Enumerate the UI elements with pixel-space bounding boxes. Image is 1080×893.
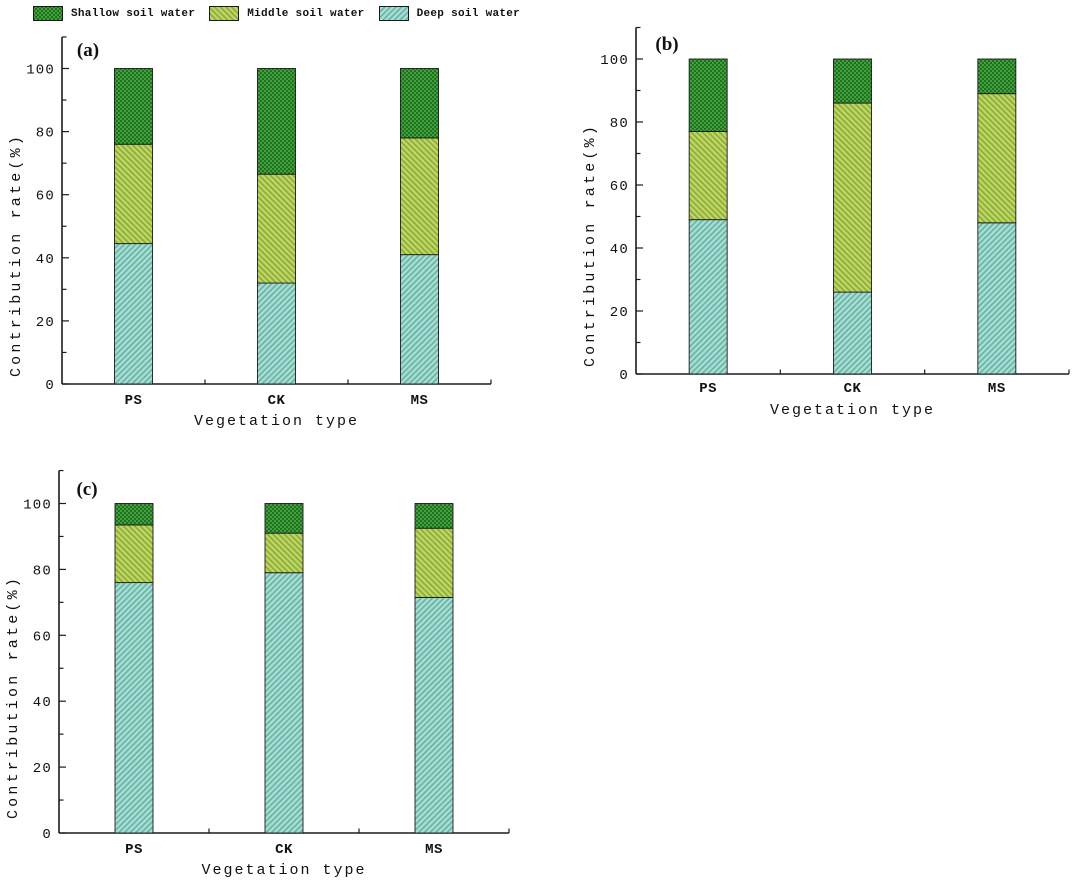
y-tick-label: 40 bbox=[610, 242, 629, 258]
bar-segment-CK-middle bbox=[257, 173, 296, 284]
legend-swatch-shallow-icon bbox=[33, 6, 63, 21]
y-tick-label: 20 bbox=[36, 315, 55, 331]
y-tick-label: 100 bbox=[26, 63, 55, 79]
y-tick-label: 0 bbox=[619, 368, 629, 384]
x-category-label: CK bbox=[268, 393, 286, 409]
bar-segment-CK-middle bbox=[833, 102, 872, 293]
legend-item-deep-soil-water: Deep soil water bbox=[378, 6, 521, 21]
x-category-label: CK bbox=[844, 381, 862, 397]
chart-panel-c: 0 20 40 60 80 100 PS CK MS Vegetation type Contrib… bbox=[5, 469, 510, 879]
x-axis-title: Vegetation type bbox=[201, 862, 366, 879]
bar-segment-PS-middle bbox=[688, 130, 728, 221]
panel-label: (a) bbox=[77, 40, 99, 61]
bar-segment-MS-deep bbox=[977, 222, 1017, 375]
bar-segment-MS-middle bbox=[400, 137, 439, 256]
bar-segment-PS-deep bbox=[114, 243, 153, 385]
legend-label: Shallow soil water bbox=[71, 7, 196, 20]
bar-segment-MS-middle bbox=[414, 527, 454, 598]
x-category-label: CK bbox=[275, 842, 293, 858]
y-tick-label: 0 bbox=[45, 378, 55, 394]
y-tick-label: 60 bbox=[36, 189, 55, 205]
bar-segment-MS-deep bbox=[400, 254, 439, 385]
x-category-label: MS bbox=[411, 393, 429, 409]
bar-segment-PS-deep bbox=[114, 582, 154, 834]
y-tick-label: 40 bbox=[33, 695, 52, 711]
bar-segment-MS-middle bbox=[977, 93, 1017, 224]
bar-segment-CK-shallow bbox=[833, 58, 872, 104]
legend: Shallow soil water Middle soil water Deep … bbox=[33, 6, 520, 21]
y-tick-label: 0 bbox=[42, 827, 52, 843]
bar-segment-PS-middle bbox=[114, 143, 153, 245]
x-category-label: PS bbox=[125, 842, 143, 858]
y-axis-title: Contribution rate(%) bbox=[582, 123, 599, 367]
x-axis-title: Vegetation type bbox=[194, 413, 359, 430]
bar-segment-PS-middle bbox=[114, 524, 154, 584]
x-category-label: MS bbox=[425, 842, 443, 858]
bar-segment-CK-shallow bbox=[257, 68, 296, 175]
y-tick-label: 40 bbox=[36, 252, 55, 268]
y-tick-label: 60 bbox=[33, 629, 52, 645]
y-axis-title: Contribution rate(%) bbox=[5, 575, 22, 819]
legend-item-middle-soil-water: Middle soil water bbox=[209, 6, 364, 21]
bar-segment-CK-deep bbox=[257, 282, 296, 385]
bar-segment-MS-shallow bbox=[414, 503, 454, 529]
y-tick-label: 20 bbox=[610, 305, 629, 321]
x-category-label: PS bbox=[699, 381, 717, 397]
legend-item-shallow-soil-water: Shallow soil water bbox=[33, 6, 195, 21]
y-axis-title: Contribution rate(%) bbox=[8, 133, 25, 377]
bar-segment-PS-shallow bbox=[114, 503, 154, 526]
y-tick-label: 100 bbox=[23, 498, 52, 514]
bar-segment-CK-middle bbox=[264, 532, 304, 574]
y-tick-label: 80 bbox=[36, 126, 55, 142]
y-tick-label: 80 bbox=[33, 563, 52, 579]
bar-segment-PS-deep bbox=[688, 219, 728, 375]
bar-segment-MS-shallow bbox=[400, 68, 439, 139]
panel-label: (b) bbox=[655, 34, 678, 55]
x-category-label: MS bbox=[988, 381, 1006, 397]
bar-segment-PS-shallow bbox=[688, 58, 728, 132]
chart-panel-a: 0 20 40 60 80 100 PS CK MS Vegetation type Contrib… bbox=[8, 36, 492, 430]
bar-segment-MS-shallow bbox=[977, 58, 1017, 95]
bar-segment-PS-shallow bbox=[114, 68, 153, 145]
bar-segment-MS-deep bbox=[414, 596, 454, 834]
panel-label: (c) bbox=[76, 479, 97, 500]
y-tick-label: 100 bbox=[600, 53, 629, 69]
y-tick-label: 60 bbox=[610, 179, 629, 195]
legend-swatch-middle-icon bbox=[209, 6, 240, 21]
legend-label: Middle soil water bbox=[247, 7, 365, 20]
y-tick-label: 80 bbox=[610, 116, 629, 132]
bar-segment-CK-deep bbox=[264, 572, 304, 834]
x-axis-title: Vegetation type bbox=[770, 402, 935, 419]
bar-segment-CK-deep bbox=[833, 291, 872, 375]
chart-panel-b: 0 20 40 60 80 100 PS CK MS Vegetation type Contrib… bbox=[582, 26, 1070, 419]
legend-swatch-deep-icon bbox=[378, 6, 409, 21]
bar-segment-CK-shallow bbox=[264, 503, 304, 534]
x-category-label: PS bbox=[125, 393, 143, 409]
legend-label: Deep soil water bbox=[416, 7, 521, 20]
y-tick-label: 20 bbox=[33, 761, 52, 777]
